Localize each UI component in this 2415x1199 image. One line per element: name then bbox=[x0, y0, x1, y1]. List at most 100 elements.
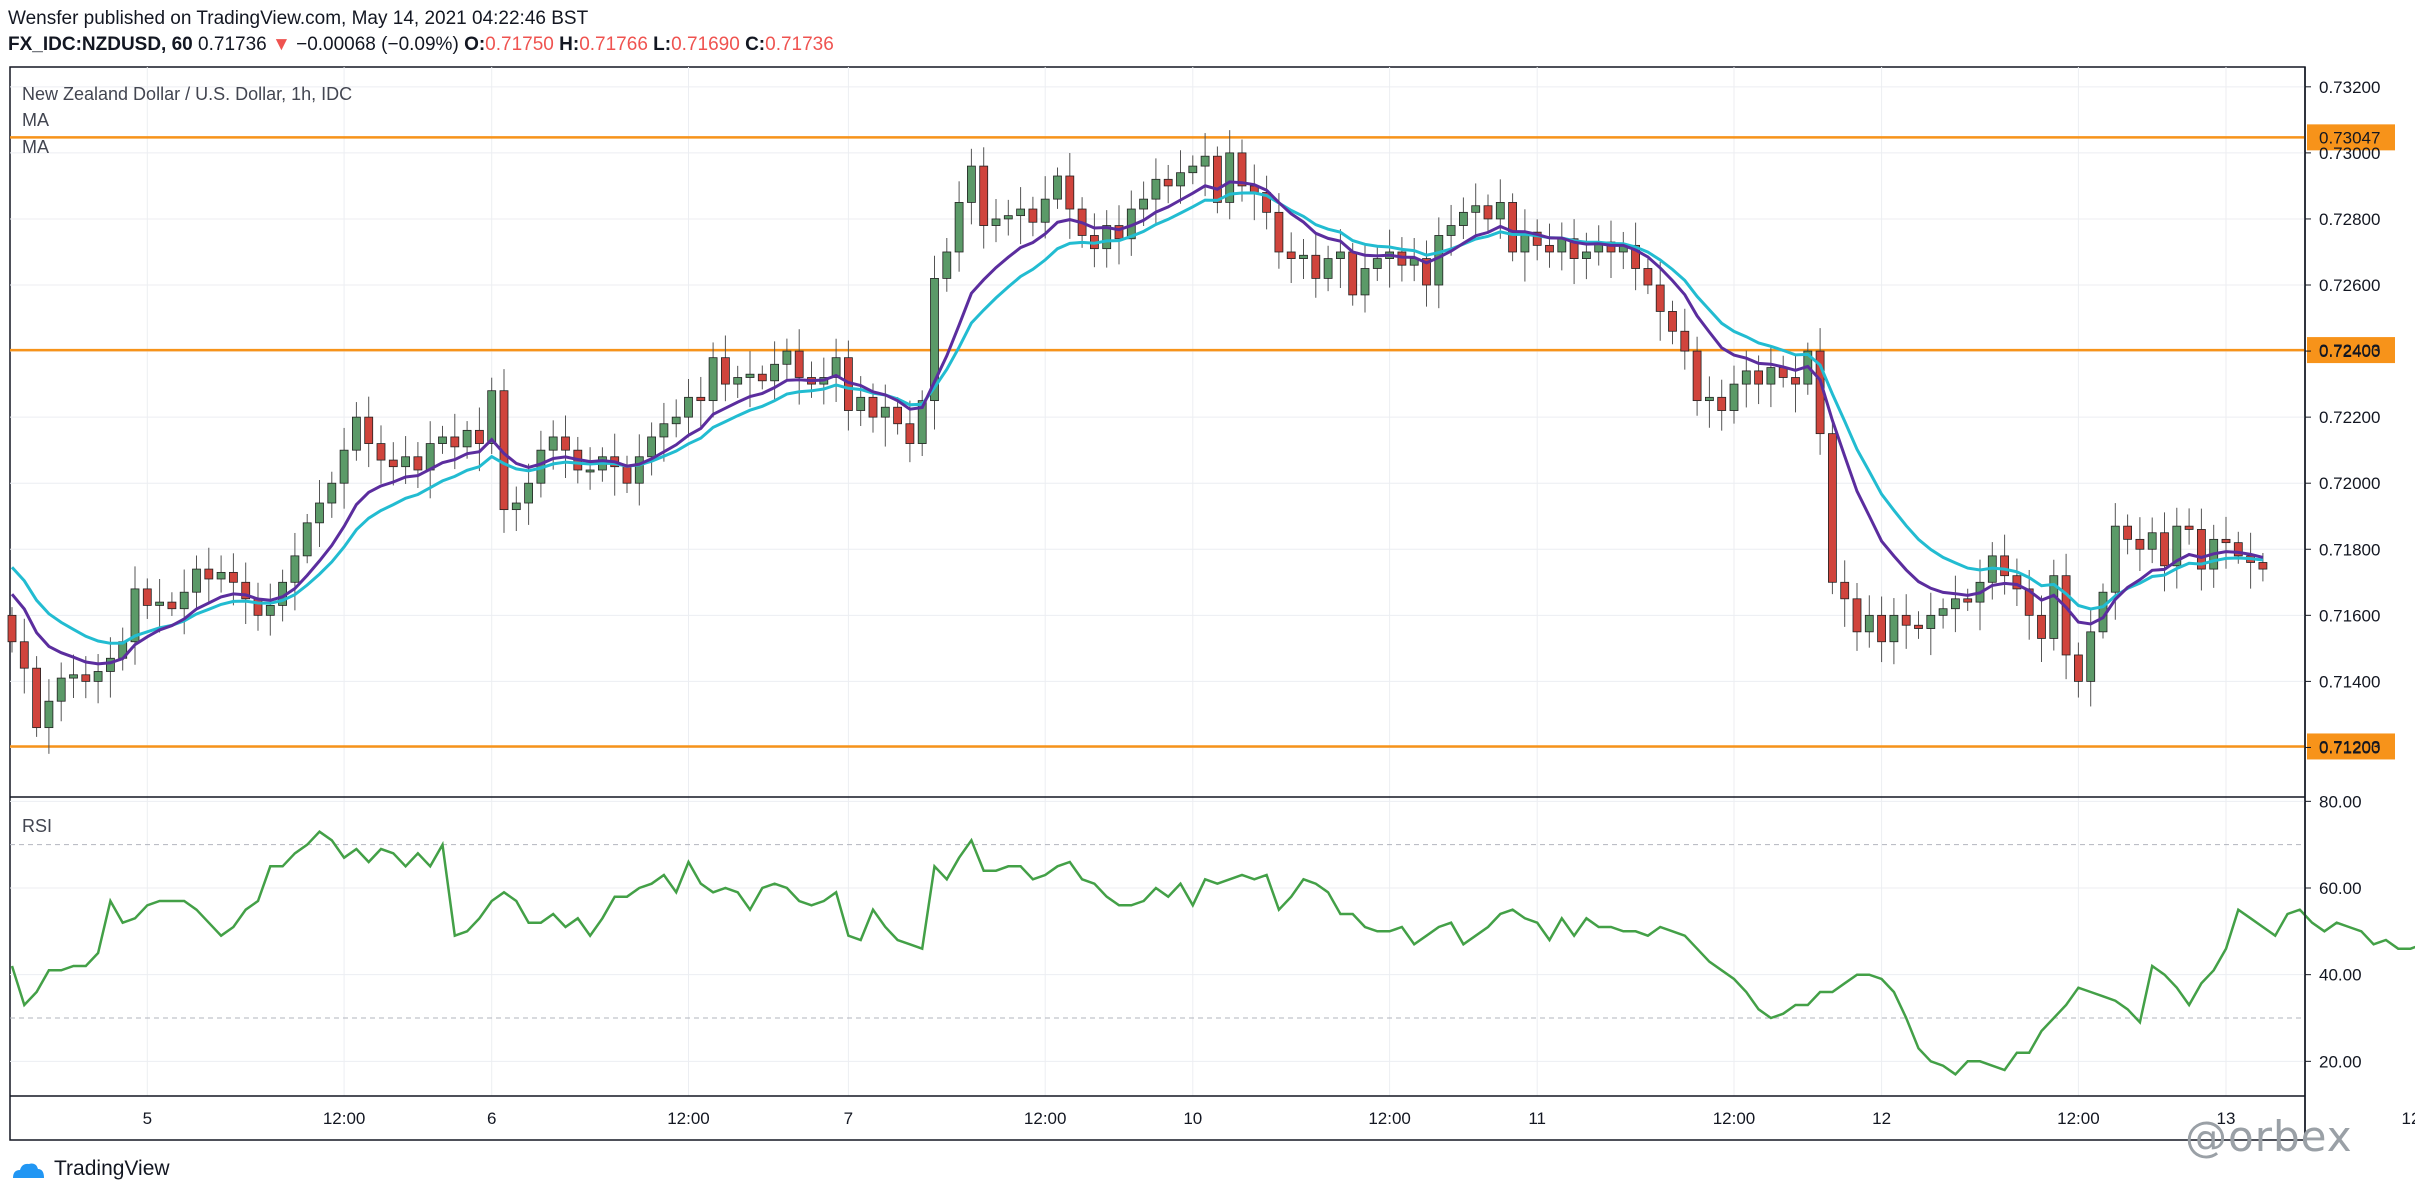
candle-body[interactable] bbox=[1040, 198, 1050, 223]
candle-body[interactable] bbox=[1582, 251, 1591, 259]
candle-body[interactable] bbox=[831, 357, 841, 378]
candle-body[interactable] bbox=[1901, 614, 1911, 626]
candle-body[interactable] bbox=[1274, 211, 1284, 253]
candle-body[interactable] bbox=[142, 588, 152, 606]
candle-body[interactable] bbox=[1213, 155, 1222, 203]
candle-body[interactable] bbox=[917, 400, 927, 444]
candle-body[interactable] bbox=[2196, 529, 2206, 570]
candle-body[interactable] bbox=[1053, 175, 1062, 200]
candle-body[interactable] bbox=[401, 456, 411, 468]
candle-body[interactable] bbox=[1668, 311, 1677, 332]
candle-body[interactable] bbox=[2061, 575, 2071, 656]
candle-body[interactable] bbox=[991, 218, 1001, 226]
candle-body[interactable] bbox=[228, 571, 238, 583]
candle-body[interactable] bbox=[1557, 238, 1567, 253]
candle-body[interactable] bbox=[1003, 215, 1013, 220]
candle-body[interactable] bbox=[339, 449, 349, 484]
candle-body[interactable] bbox=[1299, 254, 1308, 259]
candle-body[interactable] bbox=[1569, 238, 1579, 259]
candle-body[interactable] bbox=[585, 469, 595, 473]
candle-body[interactable] bbox=[856, 396, 866, 411]
candle-body[interactable] bbox=[364, 416, 374, 444]
candle-body[interactable] bbox=[942, 251, 952, 279]
candle-body[interactable] bbox=[2258, 562, 2268, 570]
candle-body[interactable] bbox=[265, 605, 275, 616]
candle-body[interactable] bbox=[1151, 178, 1161, 200]
candle-body[interactable] bbox=[1311, 254, 1321, 279]
candle-body[interactable] bbox=[2160, 532, 2169, 567]
candle-body[interactable] bbox=[1963, 598, 1973, 603]
candle-body[interactable] bbox=[1545, 244, 1554, 253]
candle-body[interactable] bbox=[204, 568, 214, 580]
candle-body[interactable] bbox=[733, 377, 743, 385]
candle-body[interactable] bbox=[770, 363, 779, 382]
candle-body[interactable] bbox=[1889, 614, 1899, 643]
candle-body[interactable] bbox=[1348, 251, 1358, 296]
candle-body[interactable] bbox=[327, 482, 337, 504]
candle-body[interactable] bbox=[425, 443, 435, 471]
candle-body[interactable] bbox=[1631, 244, 1640, 269]
candle-body[interactable] bbox=[1422, 258, 1431, 286]
candle-body[interactable] bbox=[216, 571, 226, 580]
candle-body[interactable] bbox=[106, 657, 115, 672]
candle-body[interactable] bbox=[684, 396, 693, 418]
candle-body[interactable] bbox=[930, 278, 939, 402]
candle-body[interactable] bbox=[708, 357, 718, 402]
candle-body[interactable] bbox=[2123, 525, 2133, 540]
candle-body[interactable] bbox=[1336, 251, 1345, 259]
candle-body[interactable] bbox=[1102, 225, 1112, 250]
candle-body[interactable] bbox=[19, 641, 29, 669]
candle-body[interactable] bbox=[32, 667, 41, 729]
candle-body[interactable] bbox=[1864, 614, 1874, 633]
candle-body[interactable] bbox=[167, 601, 177, 610]
candle-body[interactable] bbox=[782, 350, 792, 365]
candle-body[interactable] bbox=[192, 568, 201, 593]
candle-body[interactable] bbox=[315, 502, 324, 524]
candle-body[interactable] bbox=[155, 601, 165, 606]
candle-body[interactable] bbox=[1508, 202, 1517, 253]
candle-body[interactable] bbox=[880, 406, 890, 418]
candle-body[interactable] bbox=[524, 482, 533, 504]
candle-body[interactable] bbox=[1791, 377, 1800, 385]
candle-body[interactable] bbox=[302, 522, 312, 557]
candle-body[interactable] bbox=[1471, 205, 1481, 213]
candle-body[interactable] bbox=[1372, 258, 1382, 269]
candle-body[interactable] bbox=[1163, 178, 1173, 187]
candle-body[interactable] bbox=[1225, 152, 1235, 203]
candle-body[interactable] bbox=[1262, 192, 1271, 213]
candle-body[interactable] bbox=[1114, 225, 1124, 240]
candle-body[interactable] bbox=[2110, 525, 2120, 593]
candle-body[interactable] bbox=[757, 373, 767, 382]
candle-body[interactable] bbox=[659, 423, 669, 438]
candle-body[interactable] bbox=[388, 459, 398, 468]
candle-body[interactable] bbox=[1459, 211, 1468, 226]
candle-body[interactable] bbox=[1065, 175, 1075, 210]
candle-body[interactable] bbox=[1705, 396, 1714, 402]
candle-body[interactable] bbox=[2037, 614, 2046, 639]
candle-body[interactable] bbox=[474, 429, 484, 444]
candle-body[interactable] bbox=[1495, 202, 1505, 220]
ma-fast-line[interactable] bbox=[10, 180, 2264, 666]
candle-body[interactable] bbox=[2135, 538, 2145, 550]
candle-body[interactable] bbox=[2024, 588, 2034, 616]
candle-body[interactable] bbox=[1028, 208, 1038, 223]
candle-body[interactable] bbox=[241, 581, 251, 600]
candle-body[interactable] bbox=[2000, 555, 2009, 577]
candle-body[interactable] bbox=[413, 456, 423, 471]
candle-body[interactable] bbox=[450, 436, 460, 448]
candle-body[interactable] bbox=[1323, 258, 1333, 279]
candle-body[interactable] bbox=[1914, 624, 1923, 629]
candle-body[interactable] bbox=[1852, 598, 1862, 633]
candle-body[interactable] bbox=[130, 588, 140, 643]
candle-body[interactable] bbox=[967, 165, 976, 203]
candle-body[interactable] bbox=[1717, 396, 1727, 411]
candle-body[interactable] bbox=[56, 677, 66, 702]
candle-body[interactable] bbox=[1643, 268, 1653, 286]
candle-body[interactable] bbox=[1237, 152, 1247, 187]
candle-body[interactable] bbox=[1176, 172, 1185, 187]
candle-body[interactable] bbox=[745, 373, 755, 378]
candle-body[interactable] bbox=[1188, 165, 1198, 174]
candle-body[interactable] bbox=[1016, 208, 1025, 217]
candle-body[interactable] bbox=[1200, 155, 1210, 167]
candle-body[interactable] bbox=[1532, 231, 1542, 246]
